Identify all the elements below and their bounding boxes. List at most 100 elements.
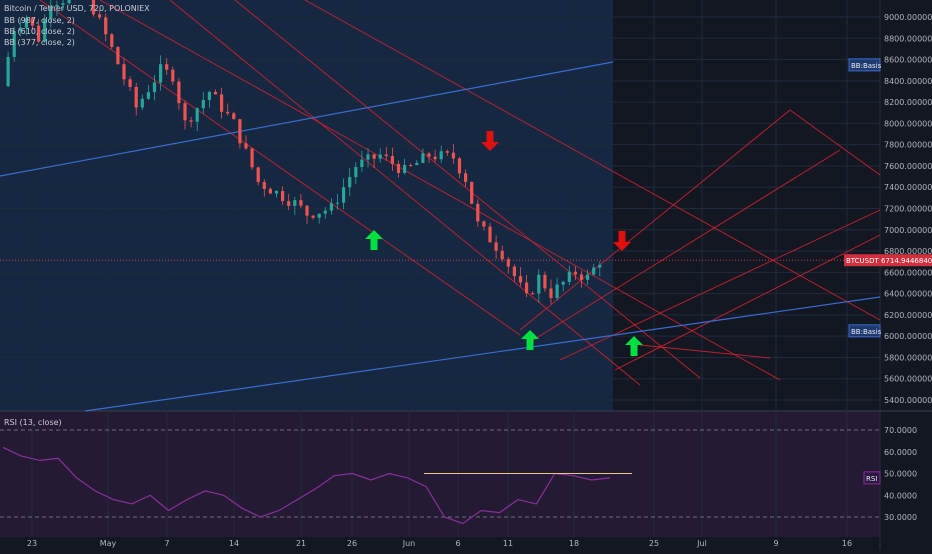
candle-body[interactable] [348, 177, 352, 188]
price-tick-label[interactable]: 7400.00000000 [884, 183, 932, 192]
symbol-legend[interactable]: Bitcoin / Tether USD, 720, POLONIEX [4, 4, 150, 13]
candle-body[interactable] [457, 158, 462, 174]
candle-body[interactable] [122, 64, 126, 80]
candle-body[interactable] [140, 98, 144, 108]
candle-body[interactable] [403, 165, 407, 173]
candle-body[interactable] [451, 152, 455, 159]
time-tick-label[interactable]: 7 [164, 539, 169, 548]
bb987-legend[interactable]: BB (987, close, 2) [4, 16, 75, 25]
price-tick-label[interactable]: 8600.00000000 [884, 56, 932, 65]
bb610-legend[interactable]: BB (610, close, 2) [4, 27, 75, 36]
candle-body[interactable] [598, 264, 602, 268]
candle-body[interactable] [470, 181, 474, 204]
candle-body[interactable] [494, 242, 498, 251]
price-tick-label[interactable]: 8200.00000000 [884, 98, 932, 107]
candle-body[interactable] [415, 162, 419, 166]
candle-body[interactable] [226, 111, 230, 114]
candle-body[interactable] [311, 215, 315, 218]
candle-body[interactable] [445, 151, 449, 153]
time-axis[interactable]: 23 May 7 14 21 26 Jun 6 11 18 25 Jul 9 16 [27, 539, 852, 548]
price-tick-label[interactable]: 6000.00000000 [884, 332, 932, 341]
candle-body[interactable] [268, 188, 272, 194]
candle-body[interactable] [110, 34, 114, 47]
candle-body[interactable] [293, 200, 297, 206]
candle-body[interactable] [592, 267, 596, 275]
candle-body[interactable] [525, 282, 529, 294]
candle-body[interactable] [244, 143, 248, 149]
candle-body[interactable] [91, 0, 96, 15]
candle-body[interactable] [317, 213, 321, 218]
candle-body[interactable] [177, 81, 181, 104]
candle-body[interactable] [159, 64, 163, 83]
rsi-tick-label[interactable]: 70.0000 [884, 426, 917, 435]
candle-body[interactable] [555, 284, 559, 298]
candle-body[interactable] [37, 25, 41, 42]
price-tick-label[interactable]: 7000.00000000 [884, 226, 932, 235]
candle-body[interactable] [18, 27, 22, 31]
candle-body[interactable] [12, 30, 16, 58]
candle-body[interactable] [189, 120, 193, 122]
candle-body[interactable] [67, 0, 71, 4]
candle-body[interactable] [30, 18, 35, 26]
candle-body[interactable] [299, 200, 303, 206]
price-tick-label[interactable]: 5400.00000000 [884, 396, 932, 405]
time-tick-label[interactable]: 21 [296, 539, 306, 548]
candle-body[interactable] [342, 187, 346, 203]
time-tick-label[interactable]: 16 [842, 539, 852, 548]
candle-body[interactable] [116, 46, 120, 65]
candle-body[interactable] [274, 190, 279, 194]
candle-body[interactable] [238, 119, 242, 144]
candle-body[interactable] [476, 203, 480, 222]
candle-body[interactable] [579, 274, 584, 280]
price-tick-label[interactable]: 5800.00000000 [884, 353, 932, 362]
candle-body[interactable] [561, 281, 565, 285]
rsi-legend[interactable]: RSI (13, close) [4, 418, 62, 427]
price-tick-label[interactable]: 8800.00000000 [884, 34, 932, 43]
price-tick-label[interactable]: 7800.00000000 [884, 141, 932, 150]
candle-body[interactable] [512, 266, 516, 277]
candle-body[interactable] [152, 82, 157, 93]
candle-body[interactable] [220, 94, 224, 112]
candle-body[interactable] [6, 57, 10, 87]
candle-body[interactable] [433, 156, 437, 160]
price-tick-label[interactable]: 6600.00000000 [884, 268, 932, 277]
candle-body[interactable] [482, 221, 486, 227]
rsi-tick-label[interactable]: 50.0000 [884, 470, 917, 479]
candle-body[interactable] [427, 153, 431, 157]
candle-body[interactable] [396, 163, 401, 173]
candle-body[interactable] [134, 86, 138, 108]
price-axis[interactable]: 9000.00000000 8800.00000000 8600.00000000 8… [884, 13, 932, 522]
price-tick-label[interactable]: 6200.00000000 [884, 311, 932, 320]
time-tick-label[interactable]: 14 [229, 539, 239, 548]
candle-body[interactable] [195, 108, 199, 122]
candle-body[interactable] [421, 153, 425, 163]
candle-body[interactable] [183, 103, 187, 121]
candle-body[interactable] [335, 202, 340, 204]
candle-body[interactable] [573, 271, 577, 275]
candle-body[interactable] [55, 4, 59, 7]
time-tick-label[interactable]: 9 [773, 539, 778, 548]
candle-body[interactable] [98, 14, 102, 18]
candle-body[interactable] [531, 293, 535, 295]
candle-body[interactable] [323, 210, 327, 214]
candle-body[interactable] [488, 226, 492, 243]
candle-body[interactable] [201, 100, 205, 109]
candle-body[interactable] [43, 18, 47, 42]
rsi-tick-label[interactable]: 40.0000 [884, 491, 917, 500]
time-tick-label[interactable]: 23 [27, 539, 37, 548]
rsi-pane[interactable]: RSI [0, 429, 881, 525]
candle-body[interactable] [586, 274, 590, 280]
candle-body[interactable] [262, 182, 266, 189]
price-tick-label[interactable]: 7200.00000000 [884, 205, 932, 214]
candle-body[interactable] [506, 259, 510, 267]
candle-body[interactable] [165, 64, 169, 70]
candle-body[interactable] [61, 3, 65, 5]
price-tick-label[interactable]: 7600.00000000 [884, 162, 932, 171]
candle-body[interactable] [500, 250, 504, 260]
price-tick-label[interactable]: 8000.00000000 [884, 119, 932, 128]
time-tick-label[interactable]: 18 [569, 539, 579, 548]
candle-body[interactable] [439, 151, 443, 160]
candle-body[interactable] [354, 167, 358, 178]
candle-body[interactable] [464, 173, 468, 182]
